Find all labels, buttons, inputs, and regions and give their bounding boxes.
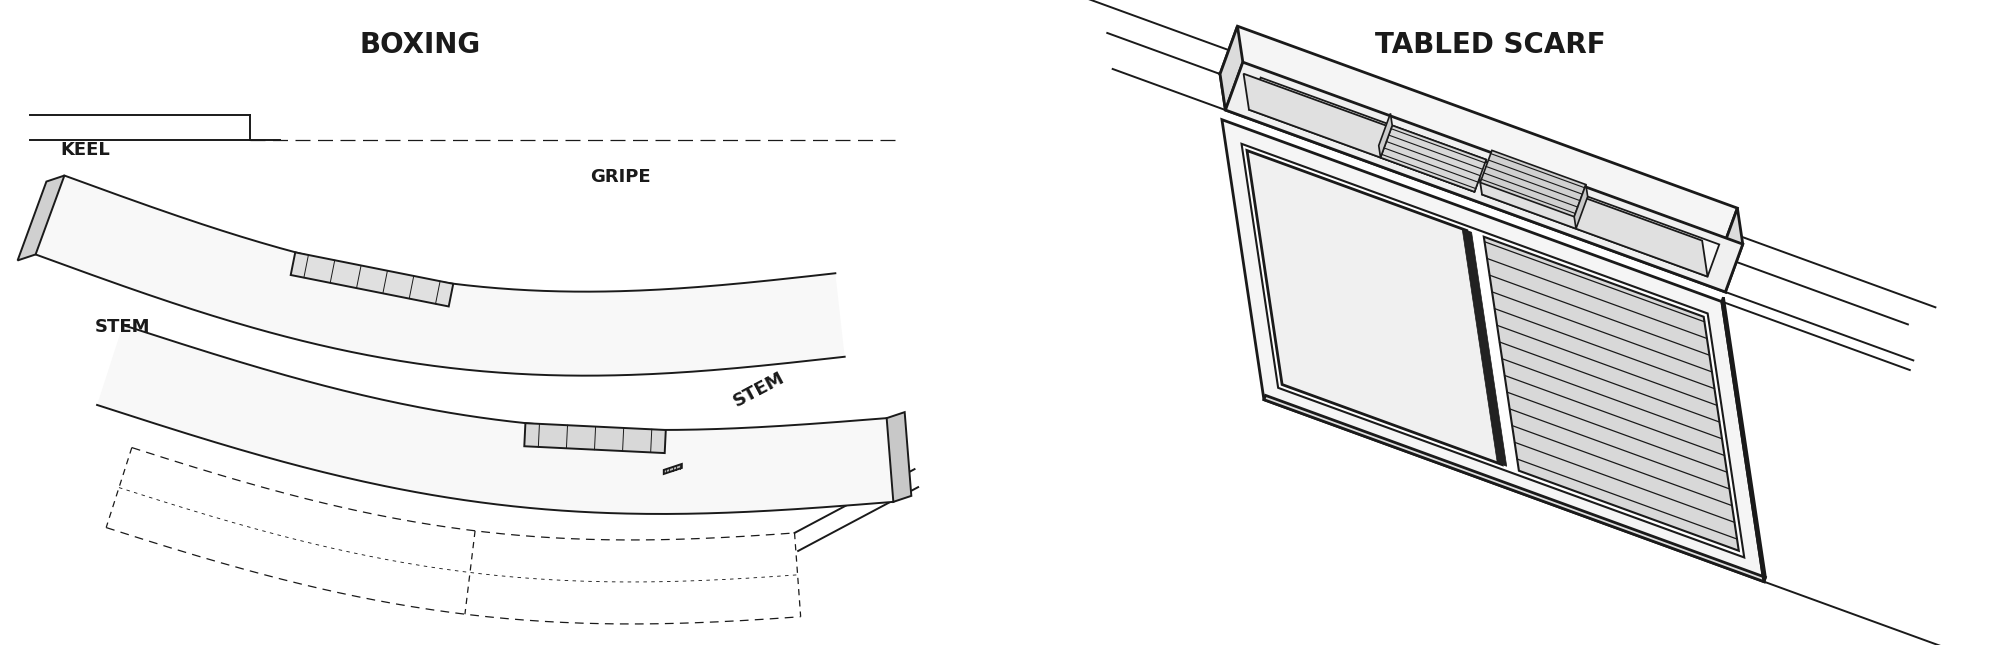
Text: STEM: STEM — [96, 318, 150, 336]
Polygon shape — [524, 423, 666, 453]
Polygon shape — [1220, 74, 1726, 292]
Polygon shape — [1248, 77, 1486, 192]
Polygon shape — [1226, 62, 1742, 292]
Text: GRIPE: GRIPE — [590, 168, 650, 186]
Polygon shape — [1380, 125, 1486, 192]
Text: STEM: STEM — [730, 369, 788, 411]
Polygon shape — [1264, 395, 1766, 582]
Polygon shape — [290, 252, 454, 306]
Polygon shape — [1484, 237, 1738, 551]
Polygon shape — [1574, 184, 1588, 229]
Text: BOXING: BOXING — [360, 31, 480, 59]
Polygon shape — [1220, 26, 1242, 110]
Polygon shape — [36, 175, 844, 375]
Polygon shape — [1378, 114, 1392, 157]
Polygon shape — [1480, 150, 1586, 217]
Polygon shape — [1462, 229, 1506, 466]
Polygon shape — [98, 325, 894, 514]
Polygon shape — [664, 464, 682, 474]
Text: KEEL: KEEL — [60, 141, 110, 159]
Polygon shape — [1476, 159, 1708, 277]
Polygon shape — [886, 412, 912, 502]
Polygon shape — [18, 175, 64, 261]
Polygon shape — [1482, 163, 1720, 277]
Polygon shape — [1242, 144, 1744, 557]
Polygon shape — [1222, 120, 1764, 582]
Polygon shape — [1220, 26, 1738, 256]
Polygon shape — [1722, 297, 1766, 582]
Polygon shape — [1244, 74, 1474, 192]
Text: TABLED SCARF: TABLED SCARF — [1374, 31, 1606, 59]
Polygon shape — [1720, 208, 1742, 292]
Polygon shape — [1246, 150, 1502, 464]
